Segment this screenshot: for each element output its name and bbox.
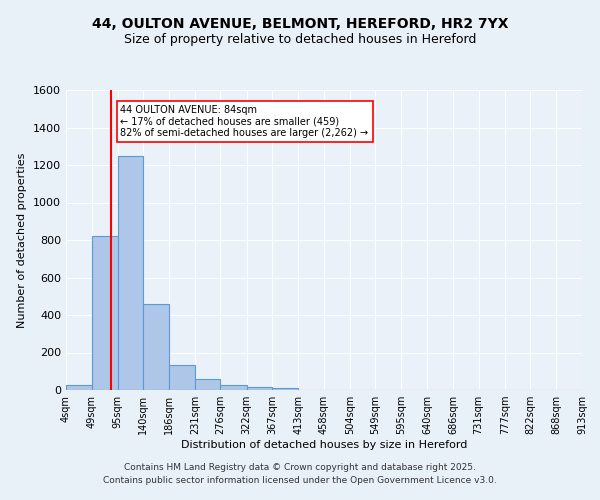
Bar: [118, 156, 143, 390]
Text: Contains HM Land Registry data © Crown copyright and database right 2025.: Contains HM Land Registry data © Crown c…: [124, 464, 476, 472]
Bar: [92, 236, 118, 390]
Bar: [195, 379, 220, 390]
Bar: [169, 364, 195, 390]
Bar: [272, 388, 298, 390]
Bar: [143, 304, 169, 390]
X-axis label: Distribution of detached houses by size in Hereford: Distribution of detached houses by size …: [181, 440, 467, 450]
Y-axis label: Number of detached properties: Number of detached properties: [17, 152, 28, 328]
Bar: [66, 386, 92, 390]
Bar: [247, 387, 272, 390]
Text: Size of property relative to detached houses in Hereford: Size of property relative to detached ho…: [124, 32, 476, 46]
Text: 44 OULTON AVENUE: 84sqm
← 17% of detached houses are smaller (459)
82% of semi-d: 44 OULTON AVENUE: 84sqm ← 17% of detache…: [121, 105, 368, 138]
Text: Contains public sector information licensed under the Open Government Licence v3: Contains public sector information licen…: [103, 476, 497, 485]
Text: 44, OULTON AVENUE, BELMONT, HEREFORD, HR2 7YX: 44, OULTON AVENUE, BELMONT, HEREFORD, HR…: [92, 18, 508, 32]
Bar: [220, 386, 247, 390]
